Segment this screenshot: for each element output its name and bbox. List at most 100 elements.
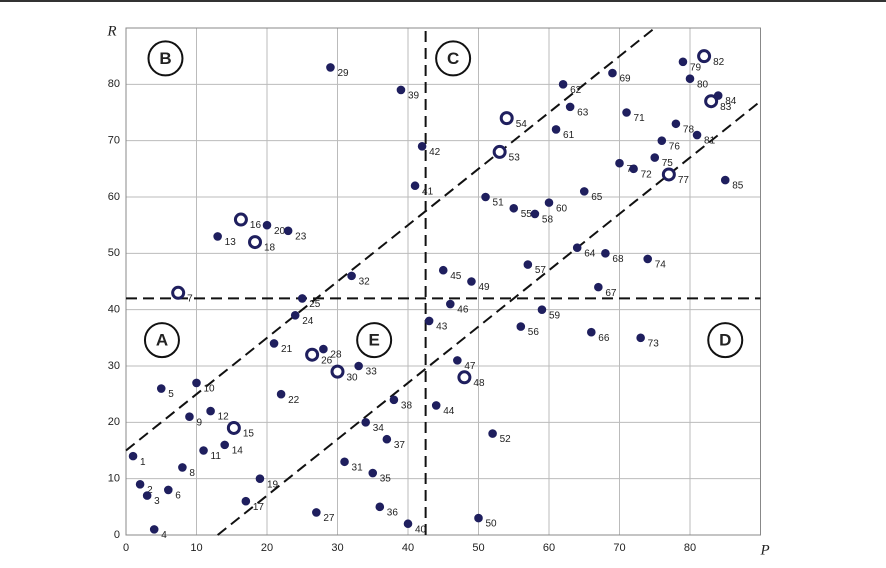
point-label: 21 xyxy=(281,344,293,355)
point-label: 54 xyxy=(516,119,528,130)
point-label: 69 xyxy=(619,74,631,85)
point xyxy=(220,440,229,450)
point xyxy=(467,277,476,286)
point xyxy=(692,130,702,140)
hollow-point xyxy=(171,285,186,300)
x-tick-label: 20 xyxy=(261,542,273,554)
point-label: 43 xyxy=(436,322,448,333)
point-label: 29 xyxy=(337,68,349,79)
point-label: 38 xyxy=(401,400,413,411)
point xyxy=(312,508,321,517)
hollow-point xyxy=(226,420,241,435)
point xyxy=(615,158,624,168)
point-label: 72 xyxy=(641,169,653,180)
y-tick-label: 30 xyxy=(108,360,120,372)
point xyxy=(474,513,483,523)
point xyxy=(544,198,554,207)
point-label: 11 xyxy=(211,451,222,462)
point-label: 64 xyxy=(584,248,596,259)
x-tick-label: 80 xyxy=(684,542,696,554)
point-label: 32 xyxy=(359,277,371,288)
point xyxy=(142,491,152,500)
point-label: 59 xyxy=(549,310,561,321)
region-marker xyxy=(356,322,393,359)
point xyxy=(509,203,519,213)
y-tick-label: 10 xyxy=(108,473,120,485)
point-label: 62 xyxy=(570,85,582,96)
point-label: 76 xyxy=(669,141,681,152)
point-label: 42 xyxy=(429,147,441,158)
point-label: 26 xyxy=(321,355,333,366)
point xyxy=(587,327,596,337)
point-label: 55 xyxy=(521,209,533,220)
point-label: 74 xyxy=(655,260,667,271)
point xyxy=(178,463,187,472)
point-label: 52 xyxy=(500,434,512,445)
point-label: 66 xyxy=(598,333,610,344)
point xyxy=(375,502,385,512)
point-label: 77 xyxy=(678,175,690,186)
point-label: 44 xyxy=(443,406,455,417)
point xyxy=(446,299,455,309)
point-label: 33 xyxy=(366,367,378,378)
hollow-point xyxy=(248,235,263,250)
point xyxy=(276,389,286,399)
point-label: 7 xyxy=(187,293,193,304)
region-label: B xyxy=(159,49,171,68)
x-tick-label: 10 xyxy=(190,542,202,554)
point-label: 41 xyxy=(422,186,434,197)
point-label: 50 xyxy=(486,519,498,530)
point-label: 79 xyxy=(690,62,702,73)
point-label: 22 xyxy=(288,395,300,406)
point-label: 27 xyxy=(323,513,335,524)
point-label: 71 xyxy=(634,113,646,124)
point xyxy=(530,209,540,219)
point-label: 61 xyxy=(563,130,575,141)
point xyxy=(347,271,356,281)
x-tick-label: 70 xyxy=(613,542,625,554)
point xyxy=(340,457,349,467)
x-tick-label: 50 xyxy=(472,542,484,554)
point-label: 51 xyxy=(493,198,505,209)
point-label: 23 xyxy=(295,231,307,242)
point-label: 12 xyxy=(218,412,230,423)
point xyxy=(671,119,681,129)
point-label: 3 xyxy=(154,496,160,507)
hollow-point xyxy=(492,144,507,159)
point xyxy=(164,485,173,495)
point-label: 45 xyxy=(450,271,462,282)
reference-line xyxy=(217,100,762,536)
point xyxy=(269,339,279,348)
point-label: 25 xyxy=(309,299,321,310)
point xyxy=(403,519,413,529)
point-label: 16 xyxy=(250,220,262,231)
point xyxy=(438,265,448,275)
point xyxy=(516,322,526,331)
point xyxy=(283,226,293,236)
point xyxy=(410,181,420,191)
point-label: 82 xyxy=(713,57,725,68)
point-label: 1 xyxy=(140,457,146,468)
point-label: 63 xyxy=(577,108,589,119)
point xyxy=(156,384,166,393)
region-label: E xyxy=(368,331,379,350)
point-label: 57 xyxy=(535,265,547,276)
point xyxy=(389,395,399,405)
point xyxy=(565,102,575,112)
point xyxy=(206,406,215,416)
point xyxy=(396,85,406,95)
point xyxy=(382,434,392,444)
region-label: C xyxy=(447,49,459,68)
x-tick-label: 0 xyxy=(123,542,129,554)
x-tick-label: 40 xyxy=(402,542,414,554)
point-label: 47 xyxy=(464,361,476,372)
hollow-point xyxy=(661,167,676,182)
point xyxy=(424,316,434,326)
point xyxy=(579,187,589,196)
y-axis-label: R xyxy=(106,23,116,39)
point-label: 5 xyxy=(168,389,174,400)
x-axis-label: P xyxy=(760,542,770,558)
point xyxy=(643,254,653,264)
region-marker xyxy=(435,40,472,77)
